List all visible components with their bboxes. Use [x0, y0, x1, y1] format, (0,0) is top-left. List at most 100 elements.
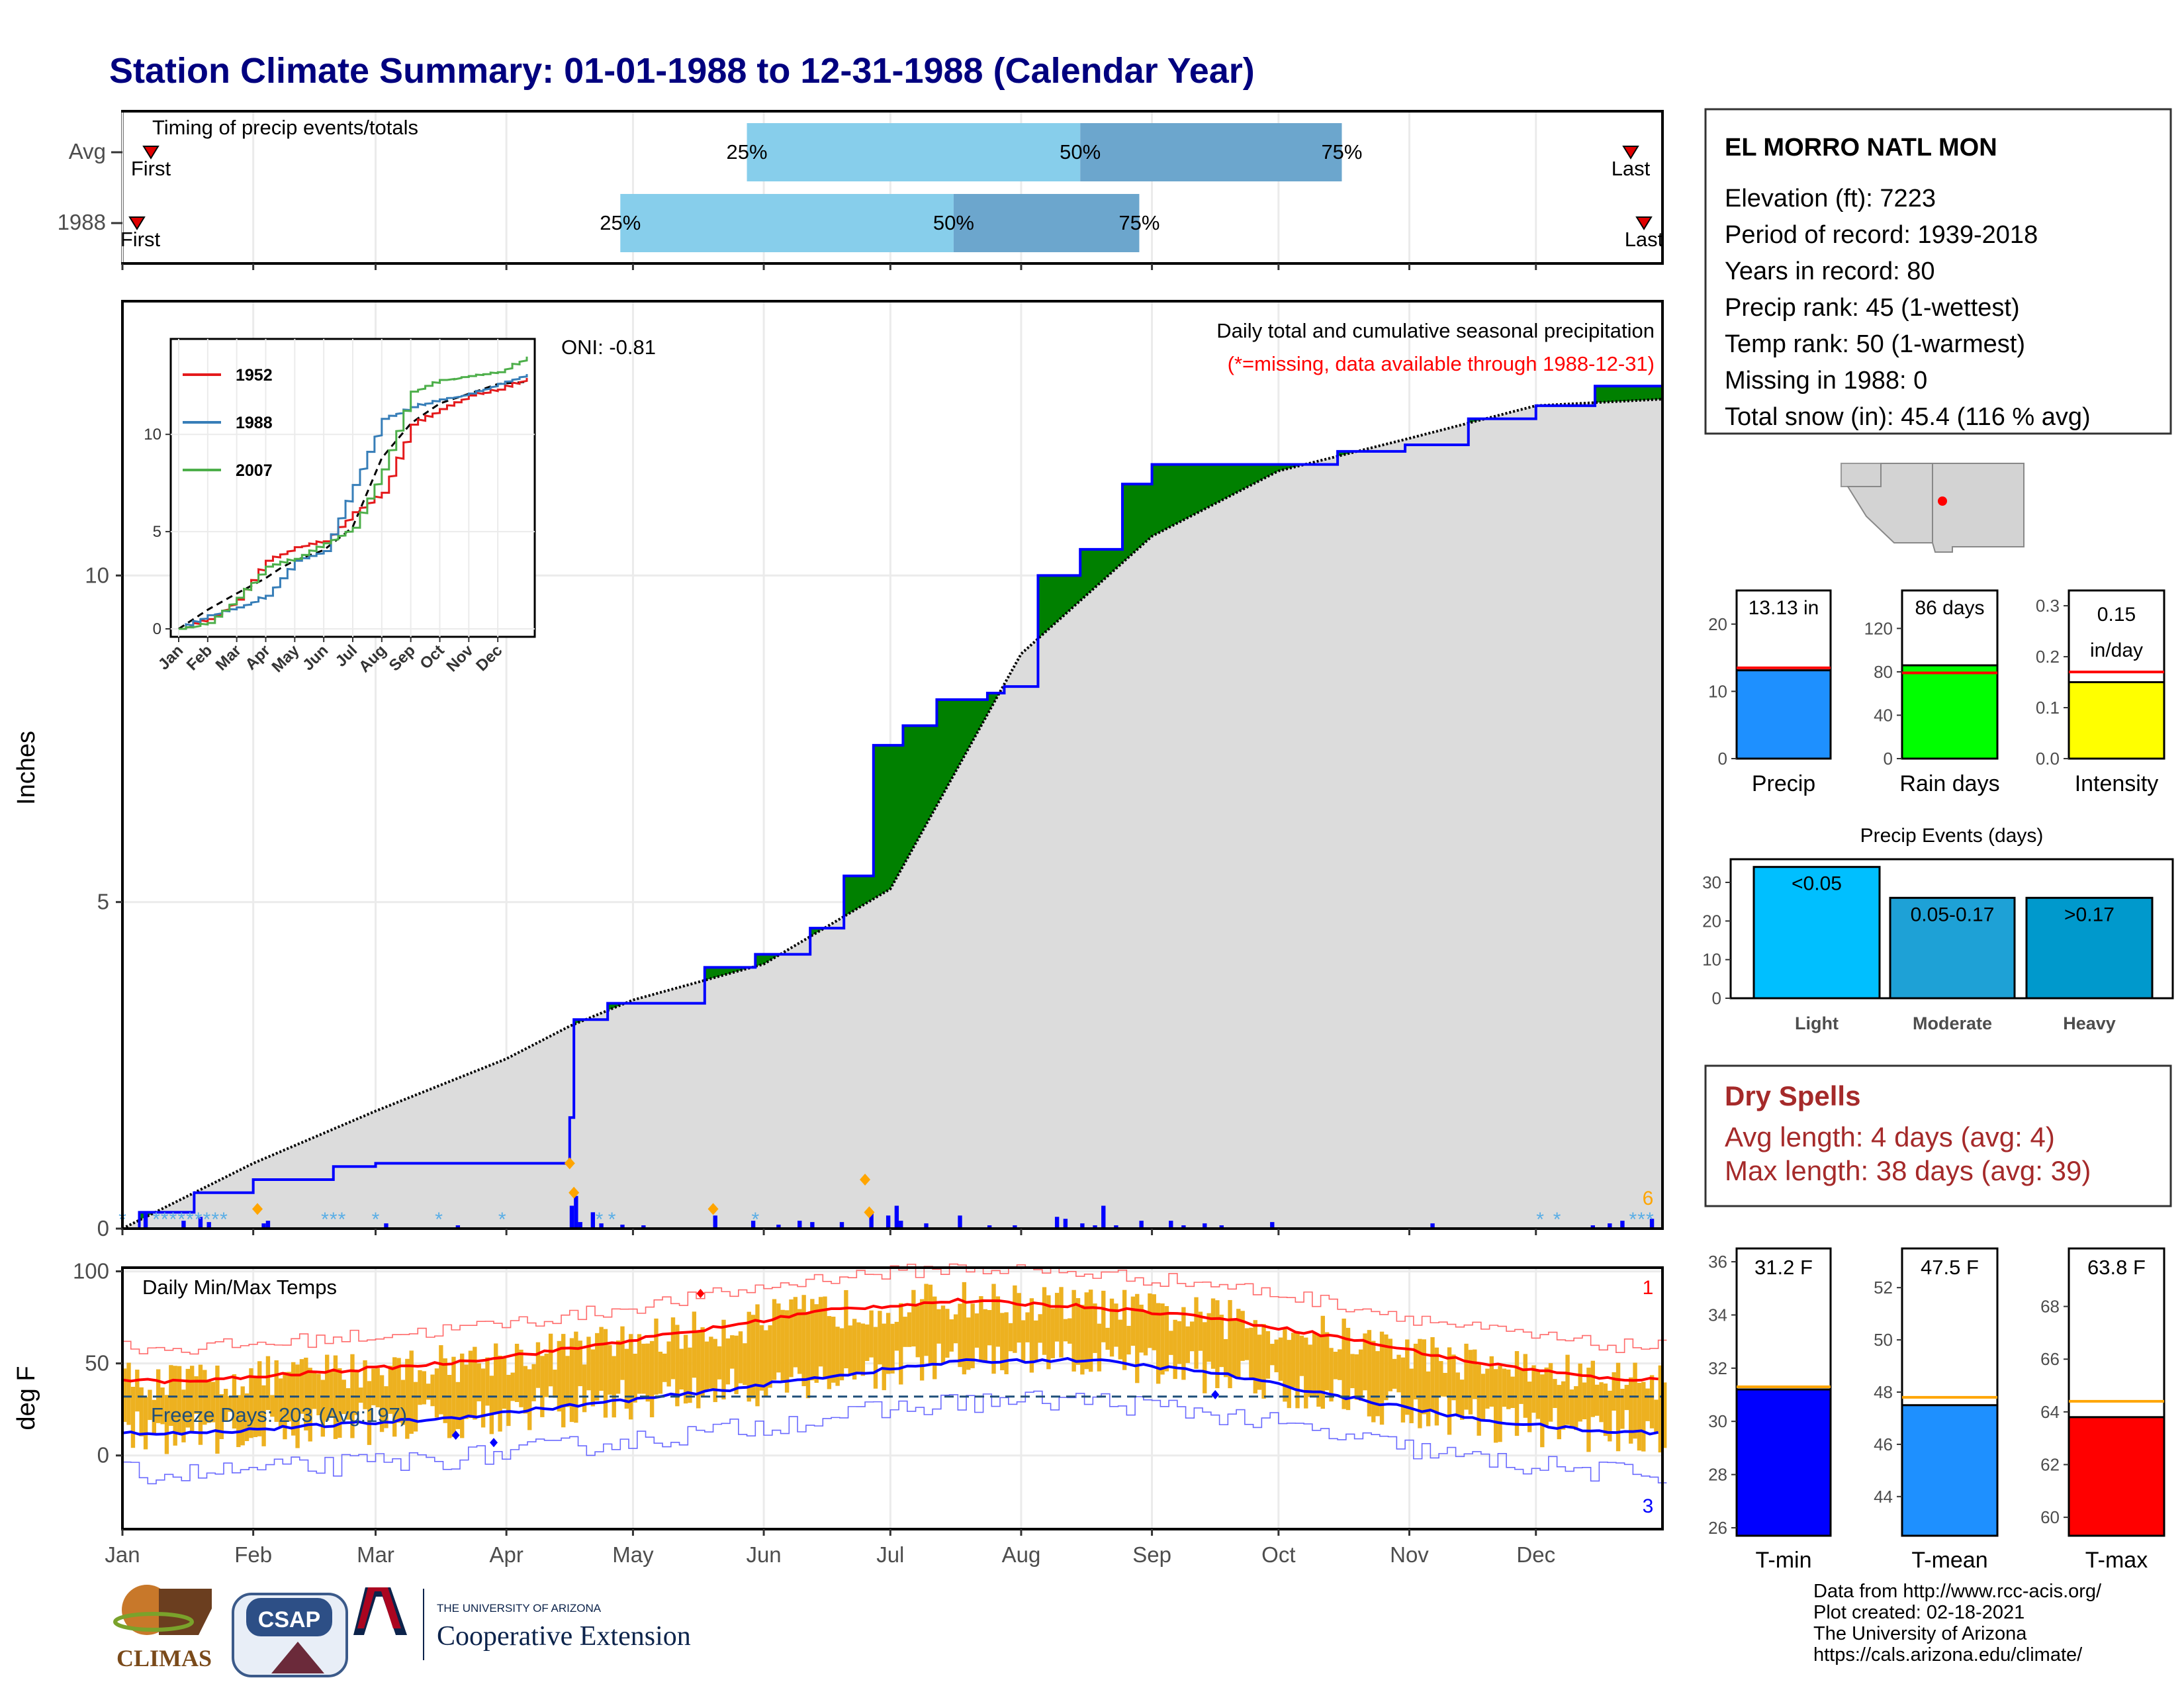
- daily-temp-bar: [738, 1331, 743, 1383]
- snow-marker: *: [372, 1209, 380, 1231]
- above-average-area: [768, 954, 773, 962]
- temp-bar-value-label: 63.8 F: [2087, 1256, 2146, 1279]
- daily-precip-bar: [751, 1221, 756, 1229]
- events-bar: [1889, 896, 2016, 1000]
- daily-temp-bar: [1156, 1303, 1161, 1384]
- precip-frame: [121, 300, 1664, 1230]
- daily-temp-bar: [940, 1305, 946, 1364]
- daily-temp-bar: [751, 1315, 756, 1399]
- events-ytick-label: 20: [1702, 911, 1721, 931]
- daily-temp-bar: [713, 1338, 717, 1403]
- above-average-area: [1261, 464, 1267, 480]
- daily-precip-bar: [455, 1225, 461, 1229]
- temp-bar: [1735, 1388, 1832, 1537]
- daily-temp-bar: [1582, 1382, 1587, 1420]
- month-label: Nov: [1390, 1542, 1429, 1567]
- summary-category-label: Intensity: [2075, 771, 2159, 796]
- record-min-line: [122, 1390, 1667, 1485]
- above-average-area: [1084, 549, 1089, 597]
- daily-temp-bar: [1320, 1315, 1325, 1409]
- events-bar-label: <0.05: [1792, 873, 1842, 895]
- daily-temp-bar: [730, 1335, 735, 1369]
- above-average-area: [1080, 549, 1085, 601]
- daily-temp-bar: [1485, 1368, 1490, 1409]
- daily-temp-bar: [1169, 1331, 1173, 1355]
- daily-temp-bar: [1569, 1389, 1574, 1427]
- daily-temp-bar: [1574, 1386, 1578, 1430]
- daily-temp-bar: [291, 1362, 296, 1436]
- daily-temp-bar: [1430, 1337, 1435, 1412]
- daily-temp-bar: [848, 1325, 852, 1375]
- daily-precip-bar: [776, 1225, 781, 1229]
- summary-ytick-label: 0.3: [2036, 596, 2060, 616]
- daily-temp-bar: [970, 1303, 975, 1368]
- above-average-area: [860, 876, 866, 907]
- daily-temp-bar: [717, 1346, 722, 1380]
- month-label: Sep: [1132, 1542, 1171, 1567]
- daily-temp-bar: [388, 1366, 393, 1414]
- daily-temp-bar: [177, 1366, 182, 1435]
- daily-temp-bar: [1345, 1327, 1351, 1411]
- daily-temp-bar: [1274, 1339, 1279, 1373]
- summary-ytick-label: 20: [1708, 614, 1727, 634]
- daily-temp-bar: [1304, 1337, 1308, 1409]
- daily-temp-bar: [531, 1364, 536, 1401]
- daily-temp-bar: [574, 1331, 578, 1423]
- daily-temp-bar: [1308, 1344, 1312, 1397]
- summary-ytick-label: 120: [1864, 618, 1893, 638]
- daily-temp-bar: [148, 1389, 152, 1421]
- daily-temp-bar: [169, 1365, 173, 1426]
- above-average-area: [856, 876, 862, 910]
- above-average-area: [919, 726, 925, 836]
- csap-logo-text: CSAP: [258, 1607, 320, 1632]
- daily-precip-bar: [1219, 1225, 1224, 1229]
- daily-temp-bar: [126, 1362, 131, 1425]
- summary-category-label: Precip: [1752, 771, 1815, 796]
- daily-temp-bar: [1455, 1372, 1460, 1416]
- above-average-area: [894, 745, 899, 882]
- above-average-area: [1203, 464, 1208, 510]
- above-average-area: [1169, 464, 1174, 528]
- precip-ytick-label: 0: [97, 1216, 109, 1241]
- daily-temp-bar: [215, 1365, 220, 1454]
- daily-temp-bar: [1068, 1318, 1072, 1344]
- daily-temp-bar: [1477, 1364, 1481, 1436]
- summary-ytick-label: 0.2: [2036, 647, 2060, 667]
- above-average-area: [139, 1212, 144, 1221]
- daily-temp-bar: [1194, 1297, 1199, 1369]
- above-average-area: [755, 954, 760, 966]
- daily-temp-bar: [1152, 1294, 1156, 1350]
- temp-bar-ytick-label: 46: [1874, 1434, 1893, 1454]
- above-average-area: [1215, 464, 1220, 504]
- temp-frame: [121, 1266, 1664, 1530]
- daily-temp-bar: [1050, 1308, 1055, 1358]
- daily-temp-bar: [780, 1309, 785, 1383]
- daily-temp-bar: [578, 1340, 582, 1387]
- daily-temp-bar: [1257, 1335, 1262, 1390]
- daily-temp-bar: [304, 1357, 308, 1430]
- daily-precip-bar: [574, 1196, 578, 1229]
- above-average-area: [1649, 386, 1655, 400]
- daily-temp-bar: [181, 1389, 186, 1442]
- above-average-area: [1468, 418, 1473, 424]
- daily-temp-bar: [489, 1376, 494, 1434]
- daily-temp-bar: [405, 1358, 410, 1439]
- above-average-area: [1603, 386, 1608, 402]
- daily-temp-bar: [540, 1356, 545, 1417]
- temp-bar-panel: 26 28 30 32 34 36 31.2 F T-min: [1708, 1247, 1832, 1573]
- record-marker: [490, 1438, 498, 1448]
- daily-temp-bar: [1013, 1285, 1017, 1353]
- snow-marker: *: [161, 1209, 169, 1231]
- daily-temp-bar: [1215, 1300, 1220, 1389]
- timing-row-name: Avg: [69, 139, 106, 164]
- first-event-label: First: [131, 157, 171, 180]
- above-average-area: [1236, 464, 1242, 493]
- daily-temp-bar: [1236, 1309, 1241, 1379]
- last-event-label: Last: [1612, 157, 1651, 180]
- daily-temp-bar: [1329, 1348, 1334, 1402]
- above-average-area: [717, 967, 722, 977]
- daily-temp-bar: [1658, 1365, 1662, 1453]
- daily-precip-bar: [899, 1221, 903, 1229]
- snow-marker: *: [211, 1209, 219, 1231]
